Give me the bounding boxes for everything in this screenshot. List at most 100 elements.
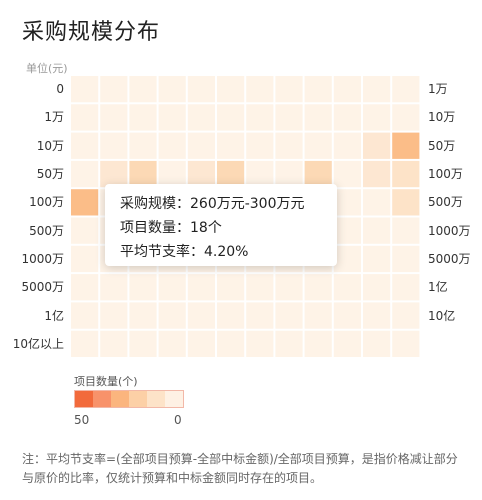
right-axis-label: 5000万 (428, 251, 471, 266)
heatmap-cell[interactable] (217, 104, 245, 131)
heatmap-cell[interactable] (363, 132, 391, 159)
heatmap-cell[interactable] (158, 76, 186, 103)
heatmap-cell[interactable] (246, 330, 274, 357)
heatmap-cell[interactable] (392, 274, 420, 301)
heatmap-cell[interactable] (363, 274, 391, 301)
heatmap-cell[interactable] (129, 104, 157, 131)
heatmap-cell[interactable] (187, 104, 215, 131)
heatmap-cell[interactable] (246, 274, 274, 301)
heatmap-cell[interactable] (363, 217, 391, 244)
heatmap-cell[interactable] (129, 76, 157, 103)
heatmap-cell[interactable] (100, 104, 128, 131)
heatmap-cell[interactable] (100, 330, 128, 357)
heatmap-cell[interactable] (187, 330, 215, 357)
heatmap-cell[interactable] (392, 302, 420, 329)
heatmap-cell[interactable] (100, 76, 128, 103)
heatmap-cell[interactable] (246, 302, 274, 329)
heatmap-cell[interactable] (100, 274, 128, 301)
heatmap-cell[interactable] (129, 132, 157, 159)
heatmap-cell[interactable] (71, 104, 99, 131)
heatmap-cell[interactable] (392, 104, 420, 131)
heatmap-cell[interactable] (187, 160, 215, 188)
heatmap-cell[interactable] (158, 302, 186, 329)
right-axis-label: 10万 (428, 110, 456, 125)
heatmap-cell[interactable] (275, 104, 303, 131)
heatmap-cell[interactable] (363, 302, 391, 329)
heatmap-cell[interactable] (246, 76, 274, 103)
heatmap-cell[interactable] (363, 76, 391, 103)
heatmap-cell[interactable] (158, 104, 186, 131)
heatmap-cell[interactable] (71, 274, 99, 301)
heatmap-cell[interactable] (129, 274, 157, 301)
heatmap-cell[interactable] (392, 76, 420, 103)
heatmap-cell[interactable] (217, 132, 245, 159)
heatmap-cell[interactable] (217, 76, 245, 103)
heatmap-cell[interactable] (246, 132, 274, 159)
heatmap-cell[interactable] (217, 330, 245, 357)
heatmap-cell[interactable] (187, 274, 215, 301)
heatmap-cell[interactable] (246, 104, 274, 131)
heatmap-cell[interactable] (158, 132, 186, 159)
heatmap-cell[interactable] (100, 132, 128, 159)
heatmap-cell[interactable] (71, 132, 99, 159)
heatmap-cell[interactable] (333, 245, 361, 273)
heatmap-cell[interactable] (363, 189, 391, 216)
heatmap-cell[interactable] (304, 160, 332, 188)
heatmap-cell[interactable] (304, 132, 332, 159)
heatmap-cell[interactable] (392, 160, 420, 188)
heatmap-cell[interactable] (71, 217, 99, 244)
heatmap-cell[interactable] (275, 76, 303, 103)
heatmap-cell[interactable] (71, 330, 99, 357)
heatmap-cell[interactable] (333, 330, 361, 357)
heatmap-cell[interactable] (363, 245, 391, 273)
heatmap-cell[interactable] (392, 330, 420, 357)
heatmap-cell[interactable] (333, 302, 361, 329)
heatmap-cell[interactable] (275, 160, 303, 188)
heatmap-cell[interactable] (392, 189, 420, 216)
heatmap-cell[interactable] (246, 160, 274, 188)
heatmap-cell[interactable] (392, 245, 420, 273)
heatmap-cell[interactable] (333, 160, 361, 188)
heatmap-cell[interactable] (129, 302, 157, 329)
heatmap-cell[interactable] (129, 160, 157, 188)
heatmap-cell[interactable] (363, 330, 391, 357)
heatmap-cell[interactable] (275, 302, 303, 329)
right-axis-label: 500万 (428, 195, 463, 210)
heatmap-cell[interactable] (158, 160, 186, 188)
heatmap-cell[interactable] (100, 160, 128, 188)
heatmap-cell[interactable] (392, 132, 420, 159)
heatmap-cell[interactable] (392, 217, 420, 244)
heatmap-cell[interactable] (304, 302, 332, 329)
heatmap-cell[interactable] (333, 274, 361, 301)
heatmap-cell[interactable] (129, 330, 157, 357)
heatmap-cell[interactable] (333, 217, 361, 244)
heatmap-cell[interactable] (333, 189, 361, 216)
heatmap-cell[interactable] (304, 76, 332, 103)
heatmap-cell[interactable] (304, 274, 332, 301)
heatmap-cell[interactable] (304, 330, 332, 357)
heatmap-cell[interactable] (275, 330, 303, 357)
heatmap-cell[interactable] (275, 274, 303, 301)
heatmap-cell[interactable] (187, 76, 215, 103)
heatmap-cell[interactable] (217, 302, 245, 329)
heatmap-cell[interactable] (363, 160, 391, 188)
heatmap-cell[interactable] (71, 160, 99, 188)
legend-swatch (147, 391, 165, 407)
heatmap-cell[interactable] (333, 76, 361, 103)
heatmap-cell[interactable] (333, 104, 361, 131)
heatmap-cell[interactable] (333, 132, 361, 159)
heatmap-cell[interactable] (304, 104, 332, 131)
heatmap-cell[interactable] (71, 302, 99, 329)
heatmap-cell[interactable] (71, 189, 99, 216)
heatmap-cell[interactable] (217, 274, 245, 301)
heatmap-cell[interactable] (187, 302, 215, 329)
heatmap-cell[interactable] (363, 104, 391, 131)
heatmap-cell[interactable] (275, 132, 303, 159)
heatmap-cell[interactable] (71, 245, 99, 273)
heatmap-cell[interactable] (217, 160, 245, 188)
heatmap-cell[interactable] (158, 330, 186, 357)
heatmap-cell[interactable] (158, 274, 186, 301)
heatmap-cell[interactable] (71, 76, 99, 103)
heatmap-cell[interactable] (187, 132, 215, 159)
heatmap-cell[interactable] (100, 302, 128, 329)
